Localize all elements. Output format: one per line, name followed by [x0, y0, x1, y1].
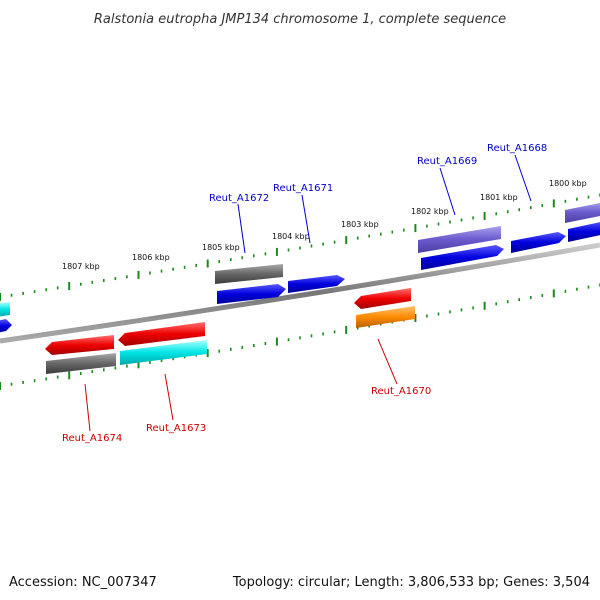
- gene-track-forward: [0, 202, 600, 333]
- leader-line-reut-a1672: [237, 203, 246, 254]
- scale-label-1802: 1802 kbp: [411, 207, 449, 216]
- gene-arrow-reut-a1668[interactable]: [511, 232, 566, 253]
- gene-arrow-reut-a1674[interactable]: [45, 335, 114, 355]
- gene-label-reut-a1668[interactable]: Reut_A1668: [487, 143, 547, 154]
- map-title: Ralstonia eutropha JMP134 chromosome 1, …: [94, 12, 506, 27]
- gene-label-reut-a1669[interactable]: Reut_A1669: [417, 156, 477, 167]
- leader-line-reut-a1671: [301, 194, 311, 244]
- gene-arrow-reut-a1673-rna[interactable]: [120, 340, 207, 365]
- scale-label-1804: 1804 kbp: [272, 232, 310, 241]
- leader-line-reut-a1668: [514, 154, 532, 202]
- gene-arrow-gray-1807[interactable]: [46, 353, 116, 374]
- gene-label-reut-a1674[interactable]: Reut_A1674: [62, 433, 122, 444]
- leader-lines: [84, 154, 532, 432]
- inner-scale-track: [0, 283, 600, 390]
- gene-label-reut-a1672[interactable]: Reut_A1672: [209, 193, 269, 204]
- scale-label-1807: 1807 kbp: [62, 262, 100, 271]
- gene-arrow-right-edge-blue[interactable]: [568, 221, 600, 242]
- gene-arrow-reut-a1671[interactable]: [288, 275, 345, 293]
- gene-arrow-gray-1805[interactable]: [215, 264, 283, 284]
- scale-label-1801: 1801 kbp: [480, 193, 518, 202]
- accession-text: Accession: NC_007347: [9, 575, 157, 590]
- gene-label-reut-a1673[interactable]: Reut_A1673: [146, 423, 206, 434]
- gene-arrow-reut-a1673[interactable]: [118, 322, 205, 346]
- gene-track-reverse: [45, 288, 415, 374]
- leader-line-reut-a1674: [84, 383, 91, 432]
- leader-line-reut-a1673: [164, 373, 174, 421]
- leader-line-reut-a1669: [439, 167, 456, 216]
- scale-label-1806: 1806 kbp: [132, 253, 170, 262]
- gene-arrow-right-edge-purple[interactable]: [565, 202, 600, 223]
- chromosome-backbone: [0, 242, 600, 344]
- scale-label-1800: 1800 kbp: [549, 179, 587, 188]
- gene-arrow-left-edge-blue[interactable]: [0, 319, 12, 333]
- gene-arrow-reut-a1669[interactable]: [421, 245, 504, 270]
- gene-arrow-reut-a1669-purple[interactable]: [418, 226, 501, 253]
- scale-label-1803: 1803 kbp: [341, 220, 379, 229]
- gene-arrow-reut-a1670-orange[interactable]: [356, 306, 415, 328]
- gene-label-reut-a1671[interactable]: Reut_A1671: [273, 183, 333, 194]
- sequence-summary-text: Topology: circular; Length: 3,806,533 bp…: [232, 575, 590, 590]
- leader-line-reut-a1670: [377, 338, 398, 385]
- gene-arrow-reut-a1672[interactable]: [217, 284, 286, 304]
- scale-label-1805: 1805 kbp: [202, 243, 240, 252]
- gene-arrow-reut-a1670[interactable]: [354, 288, 411, 309]
- gene-arrow-left-edge-cyan[interactable]: [0, 302, 10, 317]
- gene-label-reut-a1670[interactable]: Reut_A1670: [371, 386, 431, 397]
- outer-scale-track: [0, 193, 600, 301]
